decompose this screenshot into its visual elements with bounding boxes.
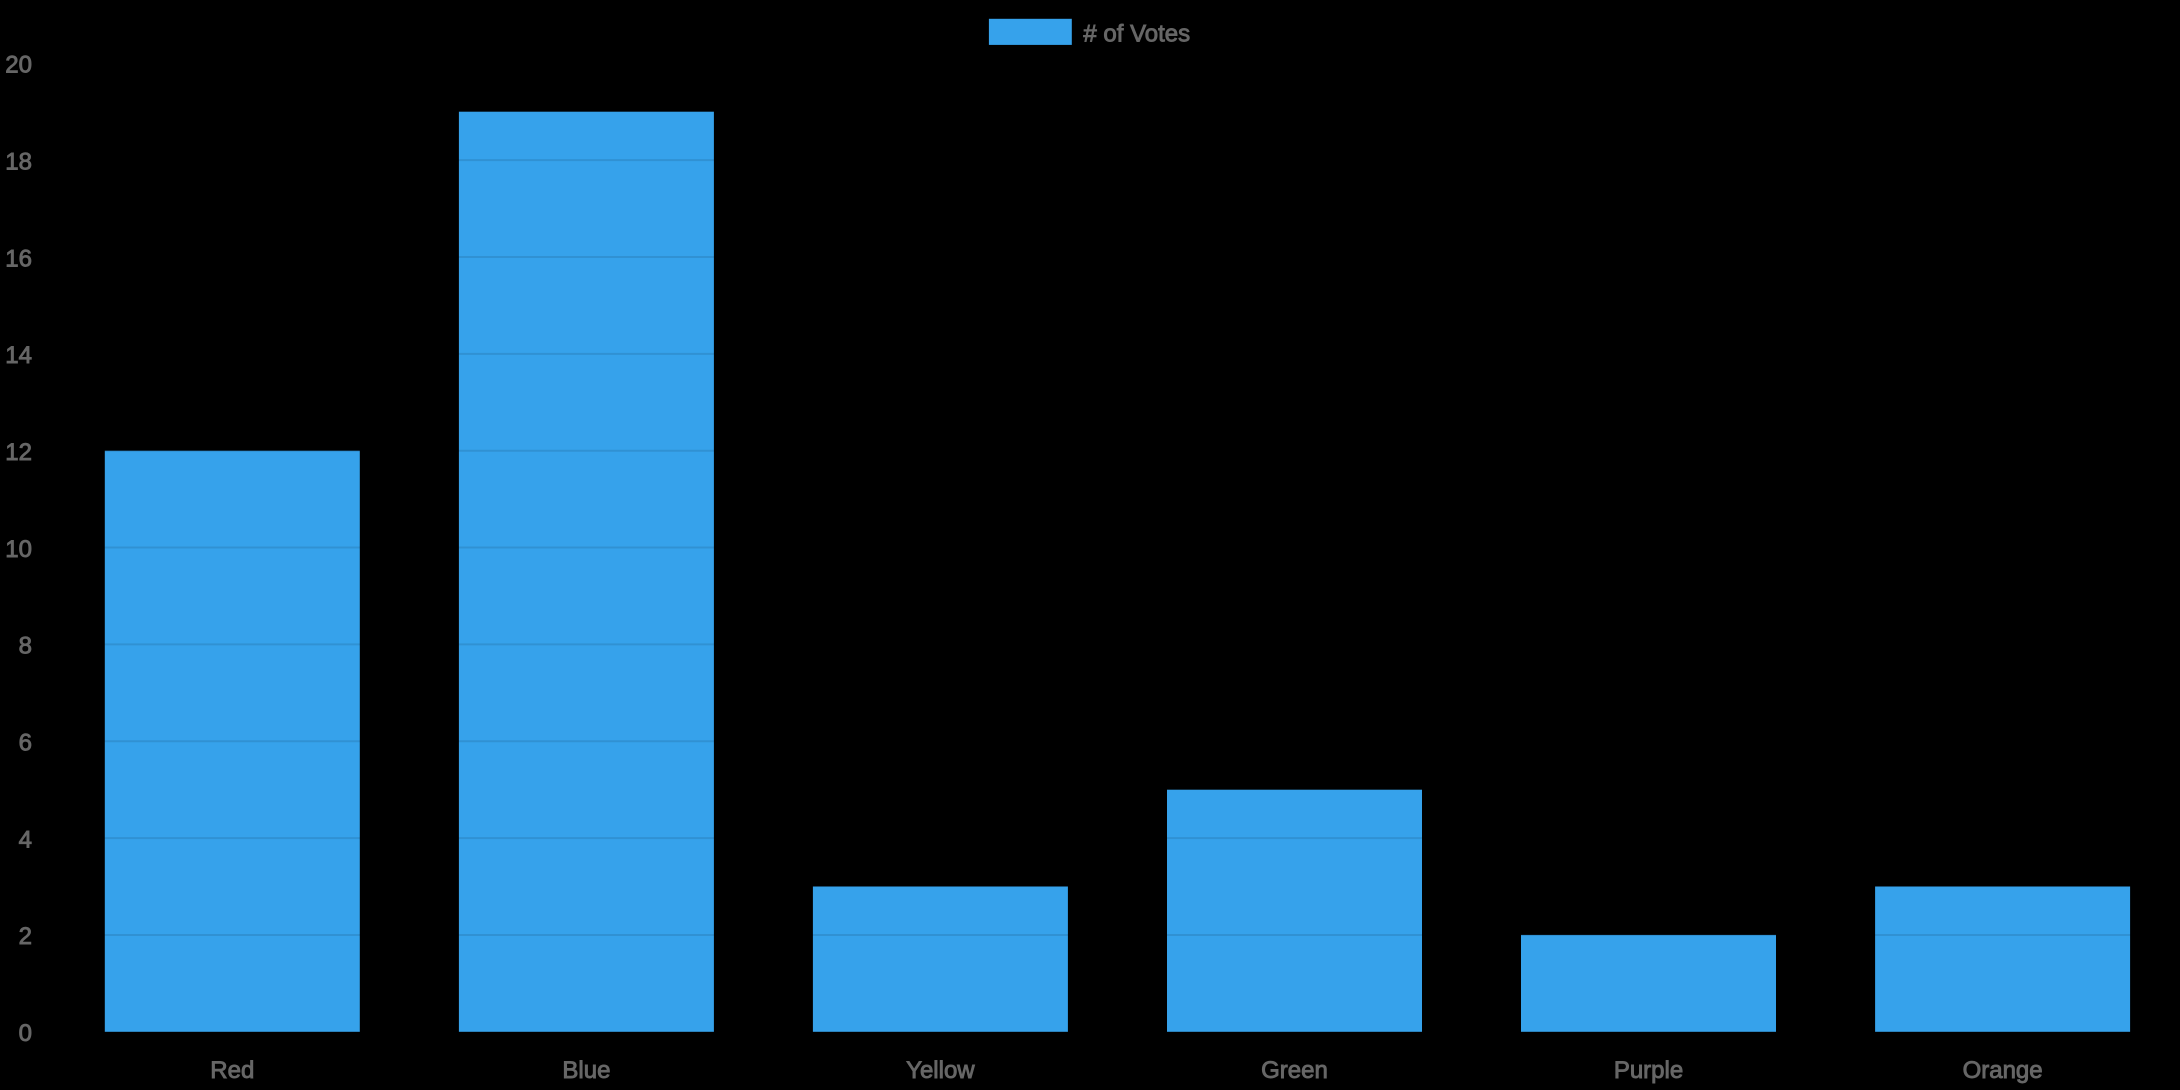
svg-text:Blue: Blue	[562, 1057, 610, 1084]
svg-text:Green: Green	[1261, 1057, 1328, 1084]
svg-text:14: 14	[5, 342, 32, 369]
svg-text:12: 12	[5, 439, 32, 466]
svg-text:18: 18	[5, 148, 32, 175]
svg-text:Yellow: Yellow	[906, 1057, 975, 1084]
svg-text:4: 4	[19, 826, 32, 853]
svg-text:0: 0	[19, 1020, 32, 1047]
svg-text:20: 20	[5, 52, 32, 79]
svg-text:2: 2	[19, 923, 32, 950]
svg-text:6: 6	[19, 730, 32, 757]
svg-text:# of Votes: # of Votes	[1083, 20, 1190, 47]
svg-text:8: 8	[19, 633, 32, 660]
svg-text:10: 10	[5, 536, 32, 563]
svg-text:Purple: Purple	[1614, 1057, 1683, 1084]
svg-text:16: 16	[5, 245, 32, 272]
svg-text:Red: Red	[210, 1057, 254, 1084]
svg-text:Orange: Orange	[1963, 1057, 2043, 1084]
